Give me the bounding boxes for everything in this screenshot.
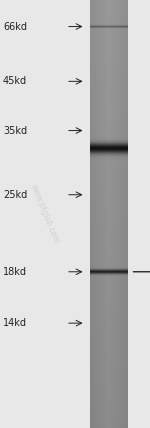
Text: 18kd: 18kd — [3, 267, 27, 277]
Text: 14kd: 14kd — [3, 318, 27, 328]
Text: www.ptglab.com: www.ptglab.com — [29, 183, 61, 245]
Text: 25kd: 25kd — [3, 190, 27, 200]
Text: 35kd: 35kd — [3, 125, 27, 136]
Text: 45kd: 45kd — [3, 76, 27, 86]
Text: 66kd: 66kd — [3, 21, 27, 32]
